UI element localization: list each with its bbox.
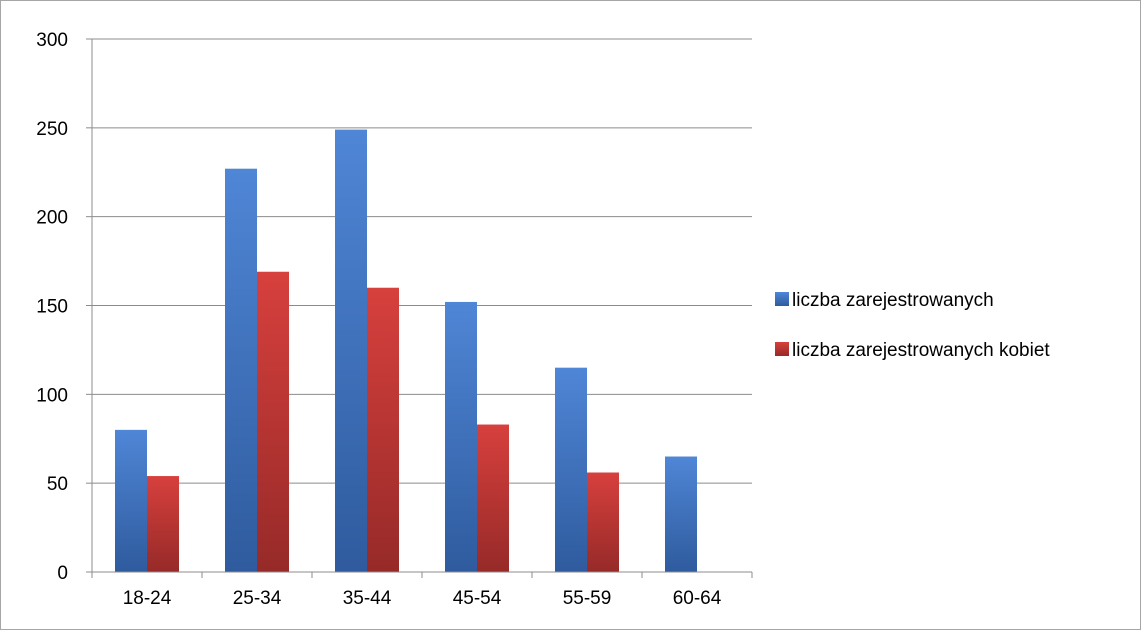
bar	[257, 271, 289, 572]
bars	[115, 129, 697, 573]
legend: liczba zarejestrowanych liczba zarejestro…	[775, 290, 1050, 361]
bar	[335, 129, 367, 573]
y-tick-label: 300	[36, 30, 68, 51]
y-tick-label: 100	[36, 385, 68, 406]
legend-swatch	[775, 292, 789, 306]
x-tick-label: 45-54	[453, 588, 502, 609]
bar	[115, 429, 147, 572]
legend-label: liczba zarejestrowanych kobiet	[792, 340, 1050, 361]
bar	[445, 301, 477, 572]
y-tick-label: 250	[36, 119, 68, 140]
legend-swatch	[775, 342, 789, 356]
axes: 0 50 100 150 200 250 300 18-24 25-34 35-44 45-54 55…	[36, 30, 753, 609]
legend-label: liczba zarejestrowanych	[792, 290, 994, 311]
y-tick-label: 200	[36, 208, 68, 229]
x-tick-label: 18-24	[123, 588, 172, 609]
y-tick-label: 0	[57, 563, 68, 584]
bar	[587, 472, 619, 572]
bar	[555, 367, 587, 572]
x-tick-label: 55-59	[563, 588, 612, 609]
x-tick-label: 35-44	[343, 588, 392, 609]
x-tick-label: 25-34	[233, 588, 282, 609]
gridlines	[92, 38, 752, 484]
bar	[147, 476, 179, 572]
y-tick-label: 150	[36, 297, 68, 318]
bar	[225, 168, 257, 573]
x-tick-label: 60-64	[673, 588, 722, 609]
bar	[665, 456, 697, 572]
y-tick-label: 50	[47, 474, 68, 495]
bar	[367, 287, 399, 572]
bar	[477, 424, 509, 572]
